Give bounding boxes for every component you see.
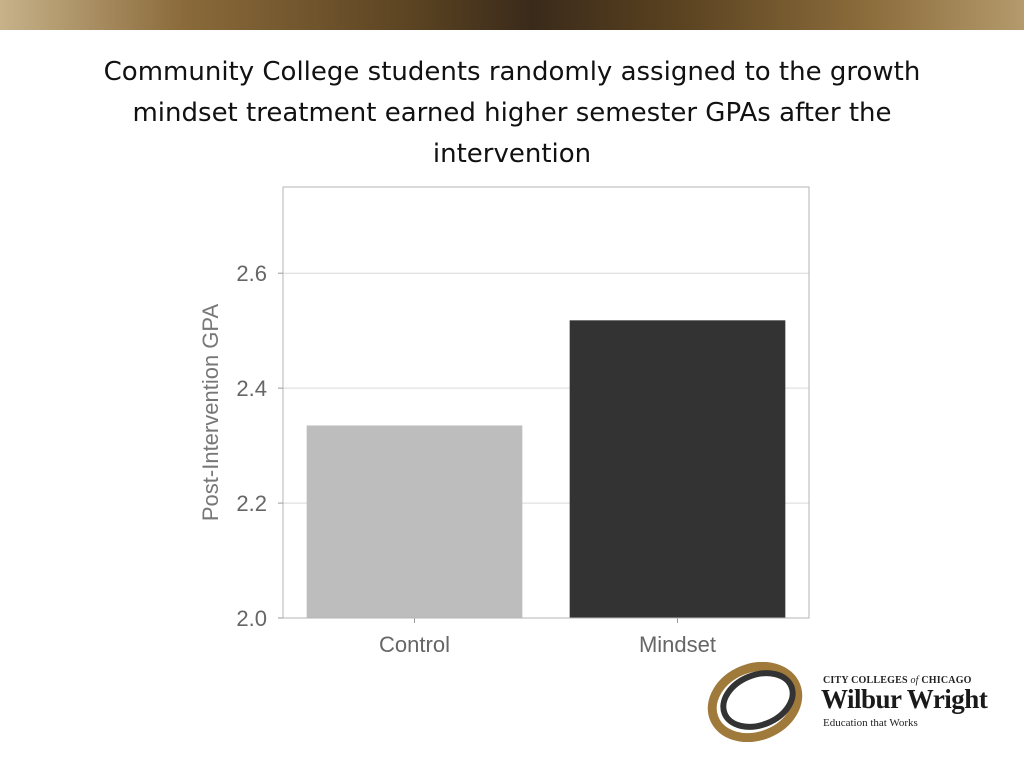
x-tick-label-control: Control [379,632,450,657]
bar-mindset [569,320,786,618]
logo-tagline: Education that Works [823,717,918,729]
plot-border [282,186,810,619]
logo-college-name: Wilbur Wright [821,684,988,714]
x-tick-label-mindset: Mindset [639,632,716,657]
swoosh-logo-icon [707,662,803,742]
logo-organization: CITY COLLEGES of CHICAGO [823,675,972,686]
y-tick-label-3: 2.6 [236,261,267,286]
college-logo: CITY COLLEGES of CHICAGO Wilbur Wright E… [705,662,1010,742]
slide-title: Community College students randomly assi… [103,57,921,169]
y-tick-label-0: 2.0 [236,606,267,631]
y-tick-label-2: 2.4 [236,376,267,401]
bar-control [306,425,523,618]
y-axis-label: Post-Intervention GPA [198,304,223,522]
y-tick-label-1: 2.2 [236,491,267,516]
top-decorative-band [0,0,1024,30]
